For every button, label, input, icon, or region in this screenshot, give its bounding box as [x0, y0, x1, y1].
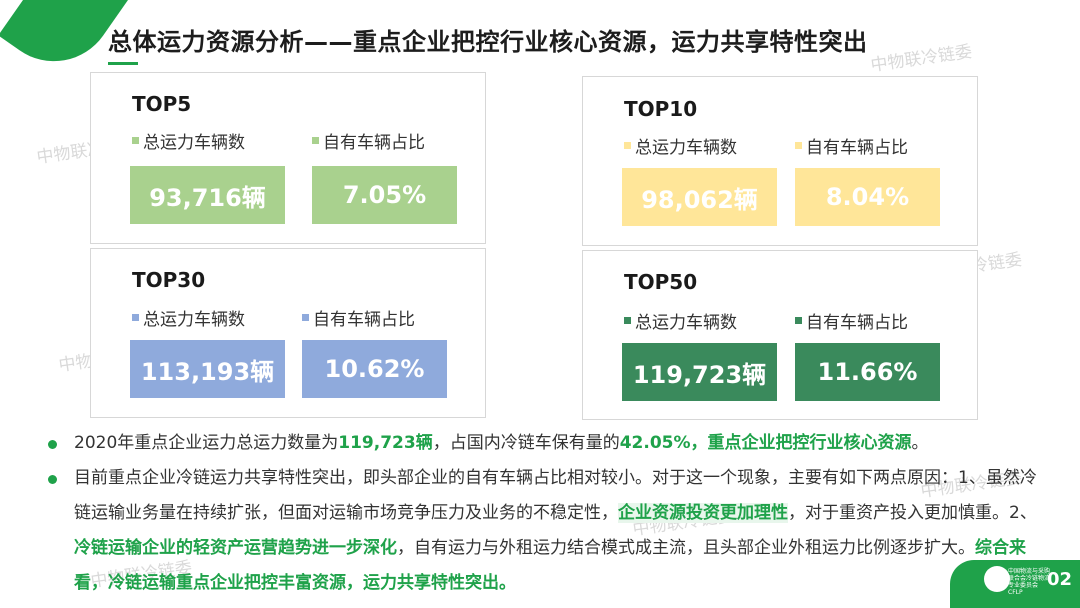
own-vehicle-ratio-value: 7.05% — [312, 166, 457, 224]
bullet-dot — [48, 440, 57, 449]
legend-marker — [795, 317, 802, 324]
total-vehicles-value: 119,723辆 — [622, 343, 777, 401]
own-vehicle-ratio-value: 8.04% — [795, 168, 940, 226]
legend-label: 总运力车辆数 — [143, 310, 245, 330]
legend-total: 总运力车辆数 — [132, 128, 245, 153]
total-vehicles-value: 113,193辆 — [130, 340, 285, 398]
footer-badge — [950, 560, 1080, 608]
page-title: 总体运力资源分析——重点企业把控行业核心资源，运力共享特性突出 — [108, 28, 868, 56]
card-title: TOP30 — [132, 268, 206, 292]
legend-marker — [132, 314, 139, 321]
legend-label: 总运力车辆数 — [635, 313, 737, 333]
watermark: 中物联冷链委 — [869, 41, 974, 76]
footer-org-text: 中国物流与采购联合会冷链物流专业委员会 CFLP — [1008, 568, 1050, 596]
legend-marker — [132, 137, 139, 144]
summary-bullets: 2020年重点企业运力总运力数量为119,723辆，占国内冷链车保有量的42.0… — [46, 426, 1046, 601]
legend-total: 总运力车辆数 — [624, 133, 737, 158]
legend-marker — [302, 314, 309, 321]
legend-label: 自有车辆占比 — [806, 313, 908, 333]
legend-label: 自有车辆占比 — [806, 138, 908, 158]
legend-own: 自有车辆占比 — [312, 128, 425, 153]
highlight-text: 综合来看，冷链运输重点企业把控丰富资源，运力共享特性突出。 — [74, 538, 1026, 593]
legend-label: 自有车辆占比 — [323, 133, 425, 153]
bullet-text: 2020年重点企业运力总运力数量为 — [74, 433, 339, 453]
own-vehicle-ratio-value: 11.66% — [795, 343, 940, 401]
legend-total: 总运力车辆数 — [132, 305, 245, 330]
card-title: TOP10 — [624, 97, 698, 121]
highlight-text: 冷链运输企业的轻资产运营趋势进一步深化 — [74, 538, 397, 558]
bullet-dot — [48, 475, 57, 484]
bullet-text: ，对于重资产投入更加慎重。2、 — [788, 503, 1037, 523]
legend-own: 自有车辆占比 — [795, 133, 908, 158]
org-name: 中国物流与采购联合会冷链物流专业委员会 — [1008, 568, 1051, 589]
legend-label: 总运力车辆数 — [635, 138, 737, 158]
legend-own: 自有车辆占比 — [795, 308, 908, 333]
bullet-text: ，占国内冷链车保有量的 — [432, 433, 620, 453]
bullet-item: 目前重点企业冷链运力共享特性突出，即头部企业的自有车辆占比相对较小。对于这一个现… — [46, 461, 1046, 601]
page-number: 02 — [1046, 569, 1072, 590]
total-vehicles-value: 98,062辆 — [622, 168, 777, 226]
legend-marker — [624, 142, 631, 149]
legend-marker — [624, 317, 631, 324]
title-underline — [108, 62, 138, 65]
bullet-item: 2020年重点企业运力总运力数量为119,723辆，占国内冷链车保有量的42.0… — [46, 426, 1046, 461]
highlight-text: 119,723辆 — [338, 433, 433, 453]
card-title: TOP5 — [132, 92, 192, 116]
legend-own: 自有车辆占比 — [302, 305, 415, 330]
legend-marker — [312, 137, 319, 144]
own-vehicle-ratio-value: 10.62% — [302, 340, 447, 398]
bullet-text: 目前重点企业冷链运力共享特性突出，即头部企业的自有车辆占比相对较小。对于这一个现… — [74, 468, 1037, 523]
org-abbr: CFLP — [1008, 589, 1023, 596]
highlight-text: 42.05%，重点企业把控行业核心资源 — [619, 433, 912, 453]
legend-marker — [795, 142, 802, 149]
legend-total: 总运力车辆数 — [624, 308, 737, 333]
legend-label: 自有车辆占比 — [313, 310, 415, 330]
total-vehicles-value: 93,716辆 — [130, 166, 285, 224]
legend-label: 总运力车辆数 — [143, 133, 245, 153]
highlight-text: 企业资源投资更加理性 — [618, 503, 788, 523]
bullet-text: ，自有运力与外租运力结合模式成主流，且头部企业外租运力比例逐步扩大。 — [397, 538, 975, 558]
cflp-logo-icon — [984, 566, 1010, 592]
card-title: TOP50 — [624, 270, 698, 294]
bullet-text: 。 — [911, 433, 929, 453]
